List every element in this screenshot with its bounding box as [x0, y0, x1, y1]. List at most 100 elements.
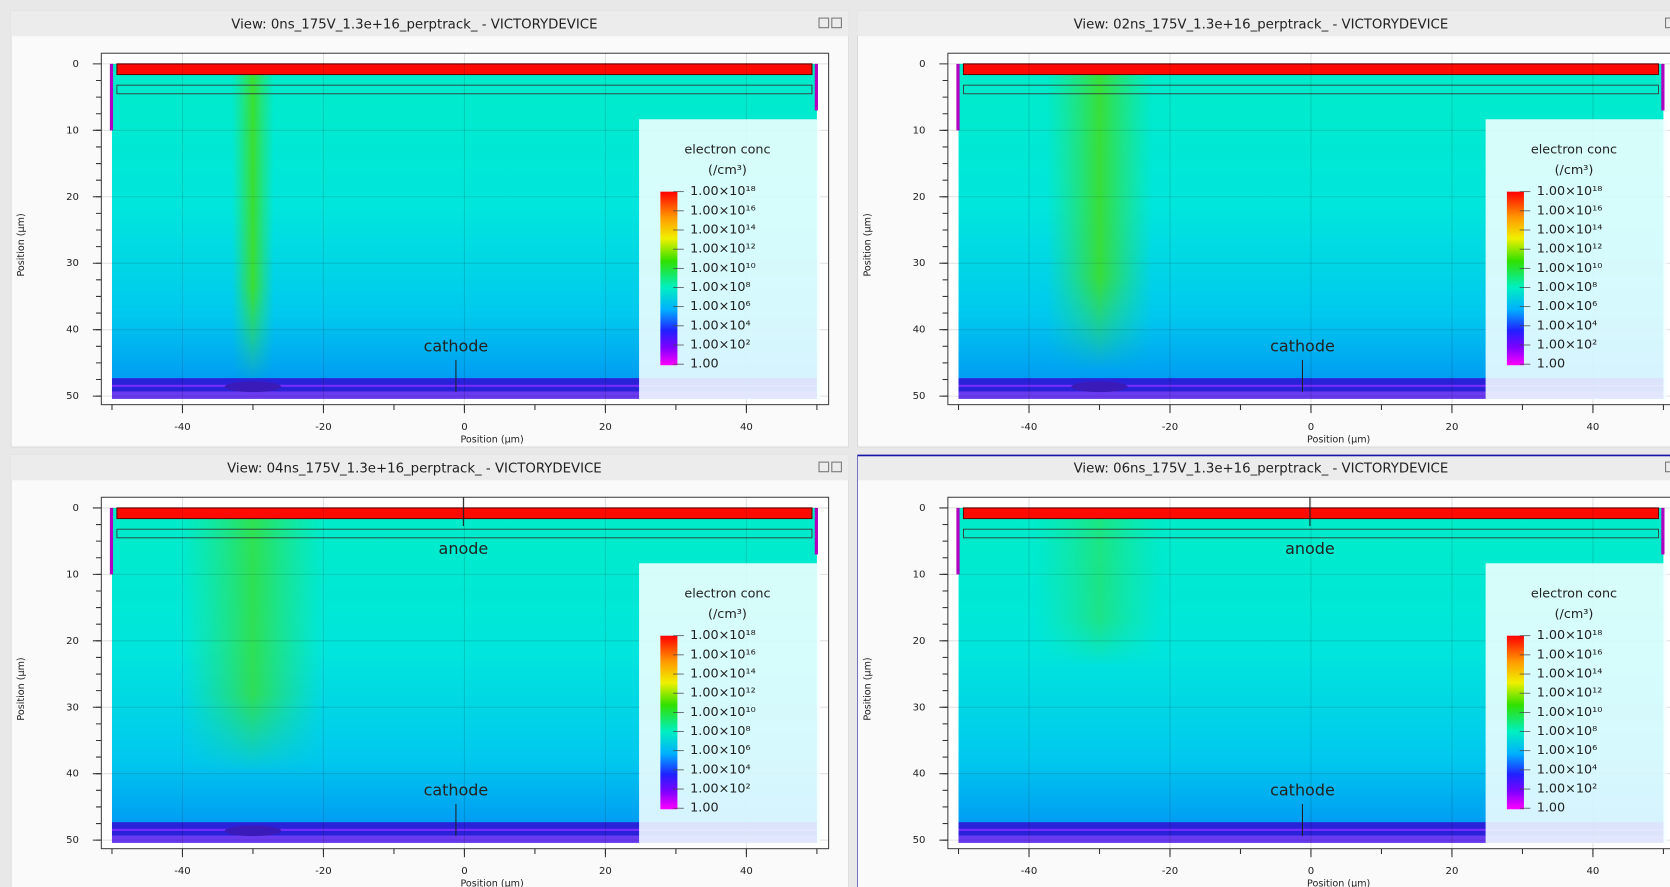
cathode-dip — [224, 381, 282, 393]
legend-label: 1.00×10¹⁸ — [690, 628, 756, 643]
cathode-strip — [958, 384, 1664, 387]
legend: electron conc (/cm³) 1.00×10¹⁸ 1.00×10¹⁶ 1.0… — [1485, 119, 1667, 400]
y-tick-label: 40 — [913, 325, 926, 336]
x-tick-label: -20 — [1162, 866, 1179, 877]
edge-left — [956, 63, 960, 131]
y-axis-label: Position (µm) — [863, 657, 874, 720]
x-tick-label: -40 — [1021, 422, 1038, 433]
legend-label: 1.00×10² — [690, 338, 750, 353]
legend-title: electron conc — [1531, 143, 1617, 158]
y-tick-label: 10 — [913, 125, 926, 136]
legend-label: 1.00×10¹⁸ — [1537, 184, 1603, 199]
cathode-dip — [1071, 381, 1128, 393]
legend-unit: (/cm³) — [708, 607, 747, 622]
legend-label: 1.00×10¹⁶ — [1537, 203, 1603, 218]
panel-title: View: 02ns_175V_1.3e+16_perptrack_ - VIC… — [1074, 17, 1449, 32]
x-tick-label: -40 — [174, 866, 191, 877]
legend-label: 1.00×10¹⁶ — [690, 647, 756, 662]
y-tick-label: 30 — [913, 702, 926, 713]
legend-label: 1.00×10⁶ — [690, 743, 750, 758]
legend-unit: (/cm³) — [708, 163, 747, 178]
legend: electron conc (/cm³) 1.00×10¹⁸ 1.00×10¹⁶ 1.0… — [639, 563, 821, 844]
edge-right — [814, 507, 818, 555]
x-tick-label: 20 — [1446, 866, 1459, 877]
x-tick-label: 0 — [461, 866, 467, 877]
anode-implant — [963, 84, 1659, 95]
x-tick-label: -20 — [315, 422, 332, 433]
legend-label: 1.00×10¹⁴ — [1537, 223, 1603, 238]
x-tick-label: 40 — [1587, 422, 1600, 433]
color-bar — [660, 191, 678, 366]
y-tick-label: 20 — [913, 636, 926, 647]
x-tick-label: -20 — [1162, 422, 1179, 433]
legend-label: 1.00×10¹⁸ — [690, 184, 756, 199]
title-bar — [10, 454, 849, 481]
legend-label: 1.00×10² — [1537, 338, 1597, 353]
anode-implant — [116, 84, 813, 95]
x-tick-label: 0 — [1308, 422, 1314, 433]
legend-label: 1.00×10⁸ — [1537, 724, 1597, 739]
x-tick-label: 0 — [461, 422, 467, 433]
legend-label: 1.00×10⁸ — [1537, 280, 1597, 295]
edge-right — [1661, 63, 1665, 111]
float-button[interactable] — [818, 461, 830, 473]
float-button[interactable] — [1665, 17, 1670, 29]
anode-contact — [116, 507, 813, 520]
legend-label: 1.00 — [690, 357, 718, 372]
legend-label: 1.00×10¹² — [690, 686, 756, 701]
y-tick-label: 10 — [66, 125, 79, 136]
cathode-strip — [958, 828, 1664, 831]
x-axis-label: Position (µm) — [461, 878, 524, 887]
legend-label: 1.00×10⁸ — [690, 280, 750, 295]
edge-right — [1661, 507, 1665, 555]
cathode-strip — [111, 835, 817, 843]
legend-label: 1.00×10⁶ — [690, 299, 750, 314]
y-tick-label: 20 — [66, 192, 79, 203]
close-button[interactable] — [831, 461, 842, 473]
panel-title: View: 04ns_175V_1.3e+16_perptrack_ - VIC… — [227, 462, 602, 477]
annotation: cathode — [1270, 781, 1335, 800]
carrier-track — [1036, 507, 1163, 668]
legend-label: 1.00×10¹² — [1537, 242, 1603, 257]
legend: electron conc (/cm³) 1.00×10¹⁸ 1.00×10¹⁶ 1.0… — [639, 119, 821, 400]
legend-label: 1.00×10¹⁴ — [1537, 667, 1603, 682]
legend-label: 1.00×10¹⁴ — [690, 667, 756, 682]
float-button[interactable] — [1665, 461, 1670, 473]
legend-label: 1.00×10¹² — [690, 242, 756, 257]
anode-contact — [116, 63, 813, 76]
panel: View: 06ns_175V_1.3e+16_perptrack_ - VIC… — [857, 454, 1670, 887]
legend-label: 1.00×10² — [1537, 782, 1597, 797]
legend-title: electron conc — [1531, 587, 1617, 602]
close-button[interactable] — [831, 17, 842, 29]
x-tick-label: 20 — [599, 866, 612, 877]
color-bar — [1506, 635, 1524, 810]
legend-label: 1.00×10¹⁴ — [690, 223, 756, 238]
x-tick-label: 0 — [1308, 866, 1314, 877]
carrier-track — [231, 63, 275, 383]
title-bar — [857, 454, 1670, 481]
legend-label: 1.00 — [1537, 801, 1565, 816]
legend-label: 1.00×10¹⁸ — [1537, 628, 1603, 643]
x-axis-label: Position (µm) — [1307, 878, 1370, 887]
legend-label: 1.00×10¹⁰ — [690, 705, 756, 720]
title-bar — [857, 10, 1670, 37]
legend-label: 1.00×10⁴ — [1537, 318, 1597, 333]
legend-label: 1.00×10¹² — [1537, 686, 1603, 701]
y-tick-label: 10 — [913, 569, 926, 580]
legend-label: 1.00×10¹⁶ — [1537, 647, 1603, 662]
y-tick-label: 20 — [913, 192, 926, 203]
legend-label: 1.00×10⁴ — [690, 318, 750, 333]
y-tick-label: 0 — [919, 503, 925, 514]
legend-unit: (/cm³) — [1555, 607, 1594, 622]
legend-label: 1.00×10¹⁰ — [690, 261, 756, 276]
legend-label: 1.00 — [690, 801, 718, 816]
annotation: cathode — [424, 781, 489, 800]
anode-implant — [963, 528, 1659, 539]
cathode-strip — [111, 828, 817, 831]
legend-label: 1.00×10⁴ — [1537, 762, 1597, 777]
float-button[interactable] — [818, 17, 830, 29]
y-tick-label: 0 — [73, 59, 79, 70]
legend-unit: (/cm³) — [1555, 163, 1594, 178]
